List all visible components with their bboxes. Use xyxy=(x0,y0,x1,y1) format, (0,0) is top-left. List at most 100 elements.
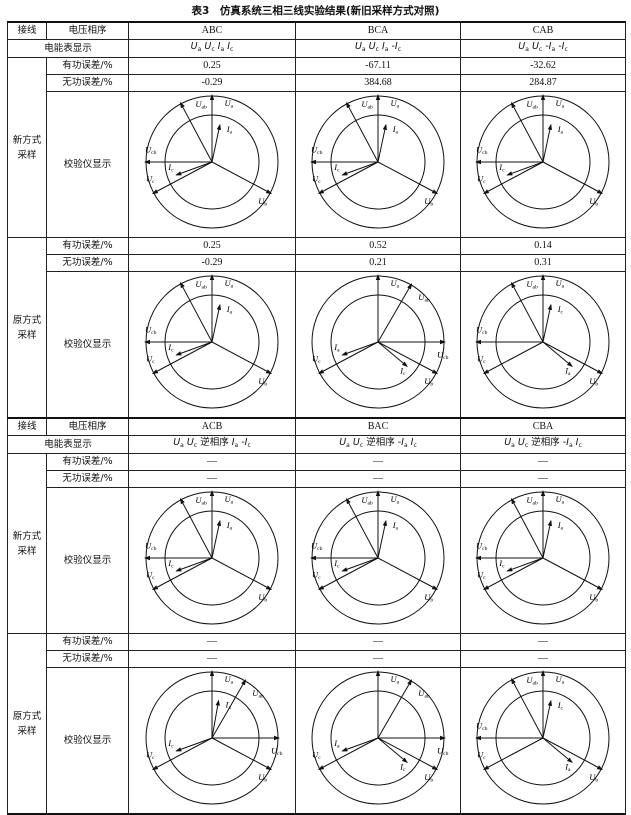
active-error-value: — xyxy=(460,453,626,471)
active-error-label: 有功误差/% xyxy=(46,633,129,651)
sampling-method: 原方式采样 xyxy=(7,633,47,815)
results-table: 接线 电压相序 ABC BCA CAB 电能表显示 Ua Uc Ia Ic Ua Uc Ia … xyxy=(7,21,626,815)
diagram-row: 校验仪显示 Ua Uab Ucb Uc Ub Ia Ic Ua Uab Ucb Uc Ub Ia Ic … xyxy=(8,487,626,634)
active-error-row: 原方式采样 有功误差/% 0.25 0.52 0.14 xyxy=(7,237,626,419)
phasor-u_ab xyxy=(511,101,544,163)
phasor-i_c xyxy=(175,161,213,176)
phasor-u_c xyxy=(151,161,213,194)
phasor-label: Ucb xyxy=(311,145,323,157)
meter-row: 电能表显示 Ua Uc 逆相序 Ia -Ic Ua Uc 逆相序 -Ia Ic Ua … xyxy=(7,435,626,454)
phasor-i_a xyxy=(542,519,553,559)
phasor-label: Ub xyxy=(589,376,598,388)
phasor-label: Ia xyxy=(225,700,232,712)
phasor-label: Ucb xyxy=(145,145,157,157)
diagram-cell: Ua Uab Ucb Uc Ub Ia Ic xyxy=(128,91,296,238)
active-error-value: — xyxy=(295,633,461,651)
diagram-cell: Ua Uab Ucb Uc Ub Ia Ic xyxy=(295,667,461,815)
phasor-u_ab xyxy=(511,497,544,559)
active-error-value: 0.25 xyxy=(128,237,296,255)
phasor-label: Uab xyxy=(526,279,538,291)
phasor-diagram: Ua Uab Ucb Uc Ub Ia Ic xyxy=(311,670,449,805)
phasor-u_c xyxy=(482,737,544,770)
phasor-label: Ucb xyxy=(437,350,449,362)
phasor-diagram: Ua Uab Ucb Uc Ub Ia Ic xyxy=(144,490,279,625)
phasor-i_c xyxy=(506,557,544,572)
phasor-label: Ic xyxy=(167,558,174,570)
phasor-diagram: Ua Uab Ucb Uc Ub Ia Ic xyxy=(475,94,610,229)
phasor-label: Ub xyxy=(424,196,433,208)
diagram-cell: Ua Uab Ucb Uc Ub Ia Ic xyxy=(128,667,296,815)
wiring-header: 接线 xyxy=(7,417,47,436)
phasor-label: Ic xyxy=(167,162,174,174)
active-error-value: — xyxy=(128,453,296,471)
reactive-error-value: — xyxy=(295,650,461,668)
phasor-u_b xyxy=(377,341,439,374)
phasor-label: Ua xyxy=(391,674,400,686)
reactive-error-value: -0.29 xyxy=(128,74,296,92)
active-error-value: 0.14 xyxy=(460,237,626,255)
reactive-error-row: 无功误差/% -0.29 0.21 0.31 xyxy=(8,254,626,272)
phasor-label: Uab xyxy=(526,675,538,687)
sequence-col: BCA xyxy=(295,21,461,40)
phasor-label: Ub xyxy=(258,592,267,604)
phasor-label: Uab xyxy=(252,688,264,700)
phasor-label: Ic xyxy=(557,304,564,316)
phasor-u_ab xyxy=(211,679,247,739)
diagram-cell: Ua Uab Ucb Uc Ub Ia Ic xyxy=(295,91,461,238)
diagram-cell: Ua Uab Ucb Uc Ub Ia Ic xyxy=(295,271,461,419)
sequence-col: CAB xyxy=(460,21,626,40)
phasor-u_b xyxy=(211,557,273,590)
phasor-label: Ia xyxy=(333,738,340,750)
diagram-cell: Ua Uab Ucb Uc Ub Ia Ic xyxy=(295,487,461,634)
phasor-u_c xyxy=(482,161,544,194)
diagram-cell: Ua Uab Ucb Uc Ub Ia Ic xyxy=(128,487,296,634)
active-error-row: 新方式采样 有功误差/% — — — xyxy=(7,453,626,634)
active-error-value: -67.11 xyxy=(295,57,461,75)
sequence-header: 电压相序 xyxy=(46,21,129,40)
phasor-label: Ub xyxy=(258,376,267,388)
phasor-label: Ua xyxy=(556,494,565,506)
phasor-label: Uc xyxy=(477,174,486,186)
phasor-label: Uab xyxy=(418,688,430,700)
sequence-col: ACB xyxy=(128,417,296,436)
phasor-i_a xyxy=(341,737,379,752)
meter-value: Ua Uc 逆相序 Ia -Ic xyxy=(128,435,296,454)
phasor-label: Uab xyxy=(195,279,207,291)
phasor-label: Ucb xyxy=(145,541,157,553)
phasor-label: Ucb xyxy=(437,746,449,758)
phasor-diagram: Ua Uab Ucb Uc Ub Ic Ia xyxy=(475,670,610,805)
phasor-i_a xyxy=(211,519,222,559)
phasor-i_c xyxy=(506,161,544,176)
phasor-label: Ia xyxy=(564,365,571,377)
reactive-error-value: — xyxy=(128,650,296,668)
phasor-label: Ua xyxy=(556,674,565,686)
phasor-u_ab xyxy=(377,283,413,343)
phasor-label: Ia xyxy=(392,520,399,532)
reactive-error-value: — xyxy=(460,650,626,668)
sequence-header: 电压相序 xyxy=(46,417,129,436)
phasor-label: Ic xyxy=(399,761,406,773)
phasor-label: Uab xyxy=(195,495,207,507)
phasor-u_b xyxy=(377,737,439,770)
active-error-value: -32.62 xyxy=(460,57,626,75)
meter-value: Ua Uc 逆相序 -Ia Ic xyxy=(460,435,626,454)
phasor-label: Ic xyxy=(399,365,406,377)
reactive-error-value: 284.87 xyxy=(460,74,626,92)
phasor-u_b xyxy=(211,161,273,194)
phasor-i_c xyxy=(377,737,408,764)
phasor-diagram: Ua Uab Ucb Uc Ub Ia Ic xyxy=(310,94,445,229)
phasor-label: Ua xyxy=(225,278,234,290)
phasor-i_c xyxy=(175,557,213,572)
phasor-diagram: Ua Uab Ucb Uc Ub Ia Ic xyxy=(310,490,445,625)
phasor-label: Ua xyxy=(391,278,400,290)
phasor-label: Ucb xyxy=(311,541,323,553)
phasor-i_a xyxy=(211,303,222,343)
diagram-row: 校验仪显示 Ua Uab Ucb Uc Ub Ia Ic Ua Uab Ucb Uc Ub Ia Ic … xyxy=(8,271,626,419)
phasor-label: Ub xyxy=(589,772,598,784)
phasor-label: Ucb xyxy=(476,721,488,733)
phasor-u_ab xyxy=(180,101,213,163)
phasor-u_ab xyxy=(511,677,544,739)
sequence-col: CBA xyxy=(460,417,626,436)
active-error-label: 有功误差/% xyxy=(46,57,129,75)
phasor-label: Uc xyxy=(312,174,321,186)
